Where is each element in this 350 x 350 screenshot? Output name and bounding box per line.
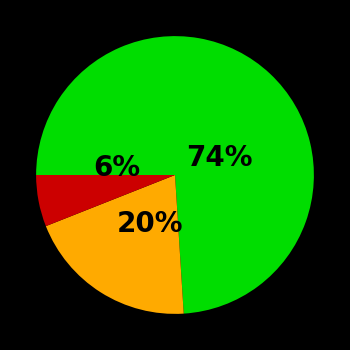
Wedge shape (36, 36, 314, 314)
Wedge shape (36, 175, 175, 226)
Text: 6%: 6% (93, 154, 140, 182)
Wedge shape (46, 175, 184, 314)
Text: 20%: 20% (117, 210, 183, 238)
Text: 74%: 74% (186, 144, 253, 172)
